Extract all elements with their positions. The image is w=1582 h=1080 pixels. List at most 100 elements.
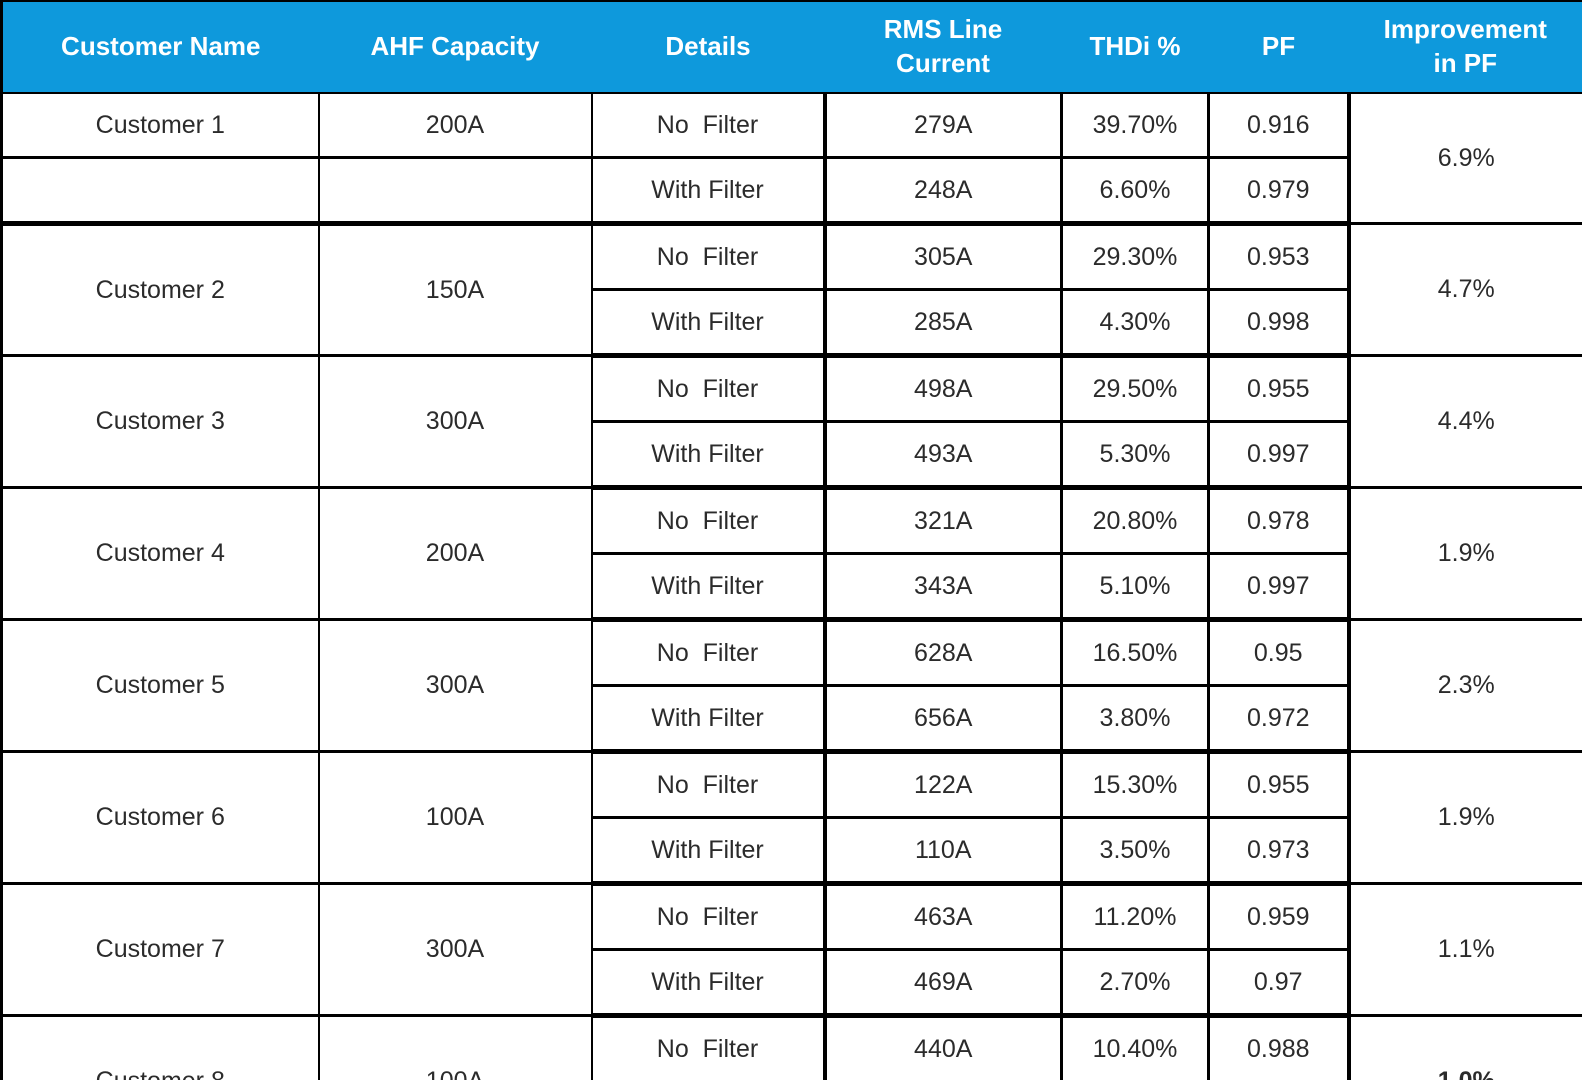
customer-name-cell: Customer 6 [1, 751, 319, 885]
pf-cell: 0.973 [1207, 817, 1349, 886]
customer-row: With Filter 110A 3.50% 0.973 [2, 817, 1582, 886]
rms-line-current-cell: 498A [822, 355, 1062, 423]
details-cell: With Filter [590, 157, 825, 226]
header-row: Customer Name AHF Capacity Details RMS Line… [1, 1, 1582, 94]
thdi-cell: 16.50% [1060, 619, 1209, 687]
ahf-capacity-cell: 100A [317, 1015, 592, 1080]
thdi-cell: 3.50% [1060, 817, 1209, 886]
improvement-in-pf-cell: 4.4% [1346, 355, 1582, 489]
rms-line-current-cell: 343A [822, 553, 1062, 622]
customer-name-cell: Customer 8 [1, 1015, 319, 1080]
thdi-cell: 2.70% [1060, 949, 1209, 1018]
customer-name-cell: Customer 7 [1, 883, 319, 1017]
improvement-in-pf-cell: 4.7% [1346, 223, 1582, 357]
pf-cell: 0.979 [1207, 157, 1349, 226]
customer-row: Customer 3 300A No Filter 498A 29.50% 0.955 4.… [1, 355, 1582, 489]
details-cell: With Filter [590, 949, 825, 1018]
improvement-in-pf-cell: 1.9% [1346, 487, 1582, 621]
details-cell: No Filter [590, 883, 825, 951]
rms-line-current-cell: 248A [822, 157, 1062, 226]
details-cell: No Filter [590, 223, 825, 291]
rms-line-current-cell: 285A [822, 289, 1062, 358]
column-header-rms: RMS Line Current [824, 1, 1062, 94]
pf-cell: 0.916 [1207, 93, 1349, 159]
pf-cell: 0.998 [1207, 289, 1349, 358]
column-header-improvement: Improvement in PF [1348, 1, 1582, 94]
details-cell: No Filter [590, 355, 825, 423]
customer-row: Customer 5 300A No Filter 628A 16.50% 0.95 2.3… [1, 619, 1582, 753]
rms-line-current-cell: 321A [822, 487, 1062, 555]
ahf-capacity-cell: 200A [317, 487, 592, 621]
customer-name-cell: Customer 3 [1, 355, 319, 489]
rms-line-current-cell: 440A [822, 1015, 1062, 1080]
column-header-details: Details [591, 1, 825, 94]
pf-cell: 0.95 [1207, 619, 1349, 687]
thdi-cell: 29.50% [1060, 355, 1209, 423]
pf-cell: 0.988 [1207, 1015, 1349, 1080]
thdi-cell: 15.30% [1060, 751, 1209, 819]
rms-line-current-cell: 122A [822, 751, 1062, 819]
table-header: Customer Name AHF Capacity Details RMS Line… [1, 1, 1582, 94]
customer-row: With Filter 285A 4.30% 0.998 [2, 289, 1582, 358]
customer-row: Customer 1 200A No Filter 279A 39.70% 0.916 6.… [1, 93, 1582, 225]
rms-line-current-cell: 110A [822, 817, 1062, 886]
ahf-capacity-cell: 300A [317, 883, 592, 1017]
customer-name-cell: Customer 1 [1, 93, 319, 159]
details-cell: No Filter [590, 751, 825, 819]
customer-row: With Filter 248A 6.60% 0.979 [1, 157, 1582, 226]
details-cell: No Filter [590, 93, 825, 159]
improvement-in-pf-cell: 1.9% [1346, 751, 1582, 885]
pf-cell: 0.953 [1207, 223, 1349, 291]
ahf-capacity-cell-empty [317, 157, 592, 226]
rms-line-current-cell: 493A [822, 421, 1062, 490]
rms-line-current-cell: 469A [822, 949, 1062, 1018]
customer-row: With Filter 343A 5.10% 0.997 [2, 553, 1582, 622]
thdi-cell: 29.30% [1060, 223, 1209, 291]
table-body: Customer 1 200A No Filter 279A 39.70% 0.916 6.… [1, 93, 1582, 1080]
details-cell: No Filter [590, 487, 825, 555]
pf-cell: 0.955 [1207, 751, 1349, 819]
customer-name-cell: Customer 5 [1, 619, 319, 753]
thdi-cell: 10.40% [1060, 1015, 1209, 1080]
details-cell: With Filter [590, 553, 825, 622]
details-cell: With Filter [590, 685, 825, 754]
customer-name-cell: Customer 2 [1, 223, 319, 357]
improvement-in-pf-cell: 6.9% [1346, 93, 1582, 225]
details-cell: With Filter [590, 817, 825, 886]
thdi-cell: 6.60% [1060, 157, 1209, 226]
thdi-cell: 4.30% [1060, 289, 1209, 358]
ahf-capacity-cell: 300A [317, 619, 592, 753]
ahf-capacity-cell: 150A [317, 223, 592, 357]
column-header-customer: Customer Name [1, 1, 319, 94]
pf-cell: 0.997 [1207, 553, 1349, 622]
ahf-capacity-cell: 300A [317, 355, 592, 489]
rms-line-current-cell: 279A [822, 93, 1062, 159]
customer-row: Customer 7 300A No Filter 463A 11.20% 0.959 1.… [1, 883, 1582, 1017]
thdi-cell: 39.70% [1060, 93, 1209, 159]
thdi-cell: 11.20% [1060, 883, 1209, 951]
details-cell: With Filter [590, 289, 825, 358]
improvement-in-pf-cell: 1.0% [1346, 1015, 1582, 1080]
column-header-capacity: AHF Capacity [318, 1, 592, 94]
details-cell: No Filter [590, 619, 825, 687]
customer-row: Customer 8100ANo Filter440A10.40%0.9881.… [1, 1015, 1582, 1080]
customer-name-cell-empty [1, 157, 319, 226]
rms-line-current-cell: 628A [822, 619, 1062, 687]
customer-name-cell: Customer 4 [1, 487, 319, 621]
thdi-cell: 5.10% [1060, 553, 1209, 622]
pf-cell: 0.978 [1207, 487, 1349, 555]
rms-line-current-cell: 463A [822, 883, 1062, 951]
thdi-cell: 5.30% [1060, 421, 1209, 490]
details-cell: With Filter [590, 421, 825, 490]
column-header-pf: PF [1208, 1, 1349, 94]
pf-cell: 0.959 [1207, 883, 1349, 951]
pf-cell: 0.997 [1207, 421, 1349, 490]
thdi-cell: 3.80% [1060, 685, 1209, 754]
rms-line-current-cell: 305A [822, 223, 1062, 291]
ahf-capacity-cell: 100A [317, 751, 592, 885]
improvement-in-pf-cell: 1.1% [1346, 883, 1582, 1017]
customer-row: With Filter 493A 5.30% 0.997 [2, 421, 1582, 490]
customer-row: With Filter 656A 3.80% 0.972 [2, 685, 1582, 754]
